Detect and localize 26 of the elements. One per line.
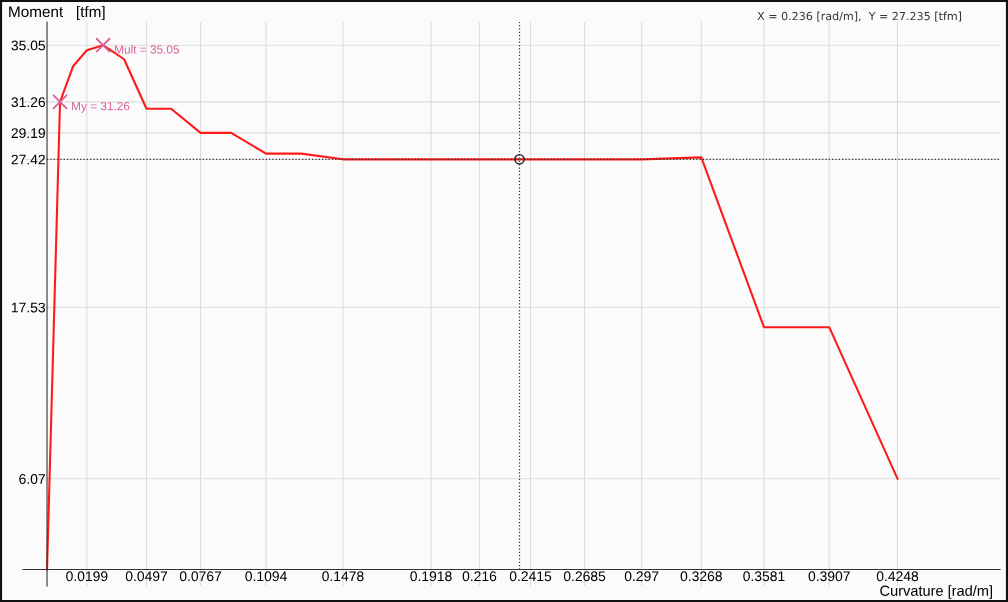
x-tick-label: 0.1478: [322, 571, 364, 582]
x-tick-label: 0.1918: [410, 571, 452, 582]
y-axis-title: Moment [tfm]: [9, 5, 105, 21]
x-tick-label: 0.1094: [245, 571, 287, 582]
y-tick-label: 17.53: [11, 302, 46, 313]
y-tick-label: 35.05: [11, 40, 46, 51]
x-tick-label: 0.2415: [509, 571, 552, 582]
x-tick-label: 0.297: [624, 571, 659, 582]
annotation: Mult = 35.05: [115, 44, 179, 54]
point: [514, 153, 525, 165]
text: X = 0.236 [rad/m], Y = 27.235 [tfm]: [757, 11, 962, 22]
x-tick-label: 0.0199: [66, 571, 108, 582]
x-tick-label: 0.2685: [563, 571, 606, 582]
x-tick-label: 0.0497: [125, 571, 168, 582]
y-tick-label: 6.07: [19, 474, 45, 484]
x-tick-label: 0.0767: [179, 571, 222, 582]
y-tick-label: 31.26: [11, 97, 46, 108]
annotation: My = 31.26: [72, 101, 130, 113]
x-tick-label: 0.3268: [680, 571, 722, 582]
y-tick-label: 29.19: [11, 128, 45, 139]
y-tick-label: 27.42: [11, 154, 45, 165]
x-tick-label: 0.3907: [808, 571, 850, 582]
x-tick-label: 0.4248: [876, 571, 919, 582]
x-axis-title: Curvature [rad/m]: [880, 585, 992, 599]
x-tick-label: 0.216: [462, 571, 497, 582]
x-tick-label: 0.3581: [743, 571, 785, 582]
